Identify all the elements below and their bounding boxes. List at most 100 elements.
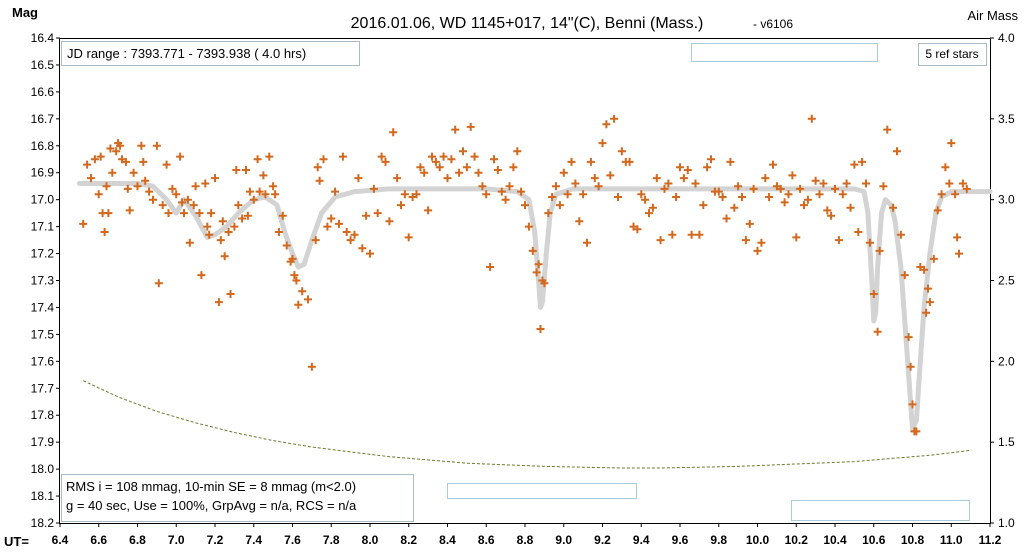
data-point: [838, 190, 847, 199]
y2-tick-label: 3.5: [998, 112, 1015, 126]
data-point: [282, 241, 291, 250]
x-tick-label: 9.2: [594, 533, 611, 547]
data-point: [575, 217, 584, 226]
data-point: [327, 214, 336, 223]
x-tick-label: 9.6: [672, 533, 689, 547]
data-point: [400, 190, 409, 199]
data-point: [393, 174, 402, 183]
data-point: [486, 263, 495, 271]
data-point: [807, 114, 816, 123]
y-tick-label: 17.1: [31, 220, 55, 234]
data-point: [811, 176, 820, 185]
data-point: [261, 190, 270, 199]
data-point: [158, 201, 167, 210]
data-point: [207, 209, 216, 218]
data-point: [858, 157, 867, 166]
data-point: [482, 190, 491, 199]
x-tick-label: 8.2: [400, 533, 417, 547]
data-point: [873, 327, 882, 336]
y-tick-label: 17.8: [31, 408, 55, 422]
data-point: [784, 190, 793, 199]
y-tick-label: 16.5: [31, 58, 55, 72]
y2-tick-label: 1.5: [998, 435, 1015, 449]
data-point: [290, 271, 299, 280]
data-point: [459, 147, 467, 156]
data-point: [125, 206, 134, 215]
data-point: [397, 201, 405, 210]
data-point: [412, 190, 421, 199]
data-point: [509, 163, 518, 172]
data-point: [598, 139, 607, 148]
data-point: [447, 155, 456, 164]
data-point: [614, 193, 622, 201]
data-point: [660, 184, 669, 193]
data-point: [594, 182, 603, 191]
y-tick-label: 18.0: [31, 462, 55, 476]
data-point: [164, 209, 173, 218]
data-point: [298, 287, 307, 296]
data-point: [90, 155, 99, 164]
data-point: [490, 155, 498, 164]
plot-frame: [59, 38, 991, 524]
data-point: [180, 209, 188, 218]
data-point: [172, 190, 181, 199]
data-point: [112, 147, 121, 156]
data-point: [571, 179, 580, 188]
data-point: [230, 222, 239, 231]
data-point: [259, 171, 268, 180]
x-tick-label: 9.0: [555, 533, 572, 547]
data-point: [846, 203, 855, 212]
data-point: [869, 290, 878, 298]
y-tick-label: 18.2: [31, 516, 55, 530]
data-point: [331, 187, 340, 196]
data-point: [185, 238, 194, 247]
data-point: [912, 427, 921, 436]
data-point: [937, 190, 946, 199]
data-point: [862, 179, 870, 188]
data-point: [385, 217, 394, 226]
data-point: [478, 182, 487, 191]
data-point: [707, 155, 715, 164]
data-point: [567, 157, 576, 166]
y-tick-label: 17.3: [31, 274, 55, 288]
data-point: [548, 193, 557, 201]
data-point: [354, 174, 363, 183]
data-point: [924, 284, 932, 293]
data-point: [540, 279, 549, 288]
data-point: [373, 209, 382, 218]
chart-version: - v6106: [753, 17, 793, 31]
data-point: [544, 209, 553, 218]
x-axis-title: UT=: [4, 534, 29, 549]
data-point: [933, 206, 942, 215]
data-point: [757, 238, 766, 247]
data-point: [189, 201, 198, 210]
data-point: [645, 209, 653, 218]
data-point: [606, 171, 615, 180]
data-point: [431, 157, 440, 166]
data-point: [505, 182, 514, 191]
data-point: [137, 141, 146, 150]
data-point: [362, 211, 371, 220]
y-tick-label: 17.2: [31, 247, 55, 261]
data-point: [176, 152, 185, 161]
data-point: [617, 147, 626, 156]
data-point: [722, 214, 731, 223]
data-point: [945, 179, 954, 188]
data-point: [501, 195, 510, 204]
data-point: [104, 209, 113, 218]
data-point: [154, 279, 163, 288]
data-point: [524, 222, 533, 231]
x-tick-label: 6.8: [129, 533, 146, 547]
data-point: [683, 166, 692, 174]
stats-box: [61, 474, 414, 522]
x-tick-label: 10.0: [746, 533, 770, 547]
data-point: [699, 201, 708, 210]
data-point: [474, 168, 483, 177]
x-tick-label: 10.8: [901, 533, 925, 547]
y-tick-label: 16.7: [31, 112, 55, 126]
data-point: [249, 195, 258, 204]
empty-box-top: [691, 43, 878, 62]
data-point: [521, 201, 529, 210]
data-point: [792, 233, 801, 242]
data-point: [234, 201, 243, 210]
